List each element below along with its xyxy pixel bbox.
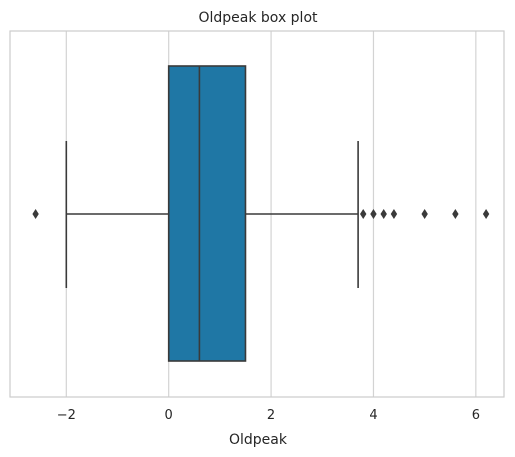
x-tick-label: 0 [165, 408, 173, 423]
x-tick-label: 2 [267, 408, 275, 423]
x-tick-labels: −2 0 2 4 6 [57, 408, 480, 423]
outlier-point [452, 209, 459, 219]
x-tick-label: 4 [369, 408, 377, 423]
outlier-point [370, 209, 377, 219]
x-tick-label: −2 [57, 408, 76, 423]
plot-frame [9, 30, 505, 398]
outlier-point [380, 209, 387, 219]
x-tick-label: 6 [472, 408, 480, 423]
outlier-point [421, 209, 428, 219]
outlier-point [360, 209, 367, 219]
outlier-point [32, 209, 39, 219]
interquartile-box [167, 65, 247, 362]
outlier-point [482, 209, 490, 219]
box-plot-marks [32, 65, 490, 362]
chart-title: Oldpeak box plot [198, 10, 318, 26]
x-axis-label: Oldpeak [229, 432, 288, 448]
outlier-point [390, 209, 398, 219]
